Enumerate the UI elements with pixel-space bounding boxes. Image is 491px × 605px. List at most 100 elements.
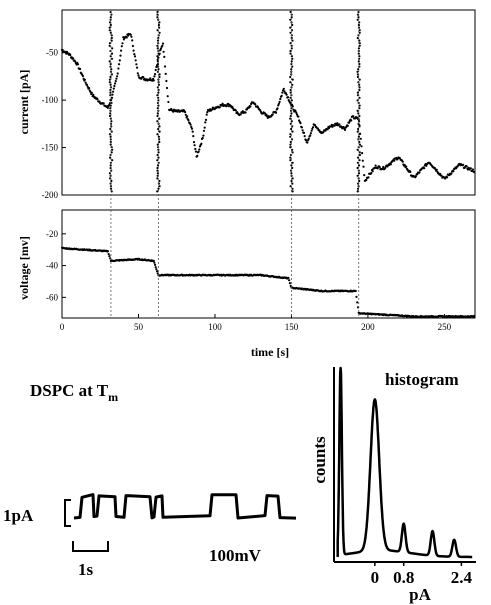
current-point [74, 60, 77, 63]
current-point [414, 175, 417, 178]
current-point [121, 42, 124, 45]
current-point [142, 76, 145, 79]
current-point [294, 110, 297, 113]
spike-point [111, 159, 114, 162]
spike-point [358, 29, 361, 32]
voltage-point [106, 250, 109, 253]
current-point [285, 93, 288, 96]
current-point [336, 122, 339, 125]
current-point [165, 79, 168, 83]
current-point [133, 53, 136, 56]
spike-point [289, 91, 292, 94]
histogram-x-tick-label: 2.4 [451, 568, 473, 587]
current-point [371, 170, 374, 173]
spike-point [110, 96, 114, 99]
current-point [295, 113, 299, 116]
current-point [359, 137, 362, 140]
current-point [131, 44, 134, 48]
current-point [348, 121, 351, 124]
current-y-axis-label: current [pA] [17, 70, 31, 135]
event-marker-lines [110, 10, 360, 318]
current-point [118, 59, 121, 62]
time-x-tick-label: 250 [438, 322, 452, 332]
current-point [112, 90, 115, 93]
spike-point [357, 68, 360, 71]
current-point [303, 135, 306, 138]
current-point [278, 100, 281, 103]
current-point [435, 168, 438, 171]
spike-point [109, 23, 112, 27]
spike-point [358, 78, 361, 81]
spike-point [108, 172, 111, 175]
spike-point [289, 117, 292, 120]
current-point [206, 111, 209, 114]
spike-point [109, 31, 112, 34]
spike-point [357, 127, 360, 131]
spike-point [290, 179, 293, 183]
current-trace [60, 32, 476, 182]
current-point [193, 144, 196, 147]
current-point [154, 68, 157, 72]
current-point [153, 75, 156, 78]
spike-point [358, 120, 361, 123]
current-point [234, 109, 237, 112]
spike-point [156, 159, 159, 162]
spike-point [290, 68, 293, 71]
spike-point [357, 16, 360, 19]
current-point [469, 167, 472, 170]
current-point [194, 150, 198, 153]
voltage-point [288, 279, 291, 282]
voltage-point [152, 259, 155, 262]
spike-point [358, 31, 361, 34]
current-point [111, 93, 114, 96]
spike-point [108, 81, 111, 84]
current-point [322, 131, 325, 134]
voltage-point [354, 289, 357, 293]
current-point [221, 102, 224, 105]
current-point [446, 176, 449, 179]
current-point [120, 49, 123, 52]
histogram-y-axis-label: counts [310, 436, 329, 484]
current-point [277, 102, 280, 105]
current-point [191, 130, 194, 133]
voltage-y-axis-label: voltage [mv] [17, 236, 31, 300]
current-point [389, 163, 392, 166]
current-point [189, 123, 192, 126]
current-point [84, 81, 87, 84]
current-spikes [108, 10, 361, 193]
spike-point [157, 23, 160, 27]
current-point [280, 94, 283, 97]
current-point [409, 170, 412, 173]
time-x-tick-label: 0 [60, 322, 65, 332]
current-point [343, 128, 347, 131]
current-point [163, 55, 166, 59]
spike-point [291, 190, 294, 193]
voltage-point [153, 261, 156, 264]
spike-point [111, 47, 114, 50]
current-point [162, 50, 165, 53]
current-point [374, 164, 377, 167]
histogram-x-ticks: 0 0.8 2.4 [371, 562, 473, 587]
current-point [201, 136, 204, 140]
spike-point [356, 75, 359, 79]
current-point [108, 102, 111, 105]
spike-point [108, 60, 111, 63]
current-point [405, 165, 408, 168]
spike-point [156, 190, 159, 193]
inset-channel-trace [73, 493, 297, 520]
spike-point [108, 29, 111, 32]
spike-point [358, 39, 361, 42]
current-point [276, 107, 279, 110]
current-point [132, 49, 135, 52]
current-point [117, 67, 120, 70]
spike-point [157, 148, 160, 151]
spike-point [291, 39, 294, 42]
current-point [307, 137, 310, 140]
time-scale-label: 1s [78, 560, 94, 579]
spike-point [289, 81, 292, 84]
spike-point [357, 172, 361, 175]
current-point [163, 65, 167, 68]
current-point [130, 35, 133, 38]
spike-point [356, 148, 359, 151]
spike-point [158, 125, 161, 128]
